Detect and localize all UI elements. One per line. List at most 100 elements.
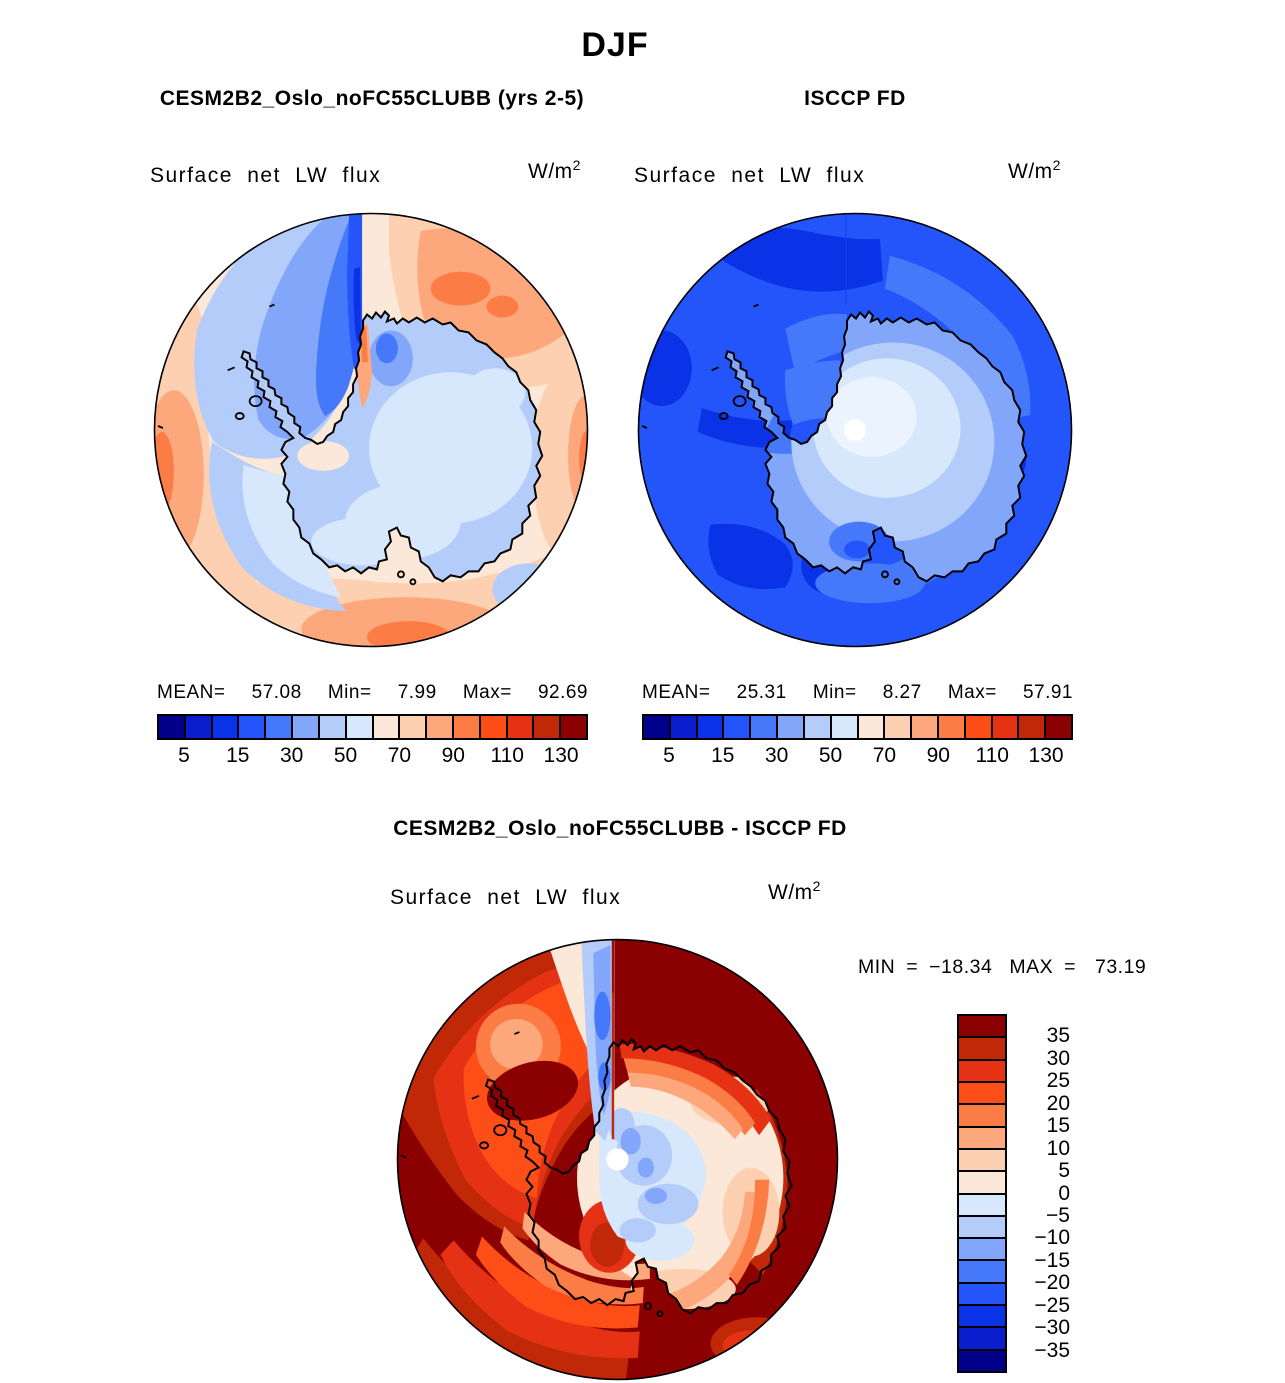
colorbar-cell	[212, 716, 240, 738]
diff-units-label: W/m2	[768, 878, 821, 905]
colorbar-tick-label: 20	[1046, 1091, 1070, 1115]
colorbar-cell	[858, 716, 886, 738]
colorbar-cell	[959, 1328, 1005, 1351]
right-mean-value: 25.31	[736, 682, 787, 703]
colorbar-tick-label: 90	[926, 744, 950, 767]
colorbar-cell	[670, 716, 698, 738]
diff-colorbar-ticks: 35 30 25 20 15 10 5 0 −5 −10 −15 −20 −25 −30 −35	[1012, 1014, 1070, 1373]
colorbar-cell	[959, 1216, 1005, 1240]
right-units-exp: 2	[1052, 157, 1061, 173]
left-colorbar	[157, 714, 588, 740]
map-diff-outline	[396, 938, 839, 1381]
right-min-label: Min=	[812, 682, 857, 703]
left-colorbar-wrap: 5 15 30 50 70 90 110 130	[157, 714, 588, 774]
colorbar-cell	[959, 1172, 1005, 1195]
right-panel-title: ISCCP FD	[804, 87, 906, 110]
diff-units-base: W/m	[768, 881, 813, 904]
left-units-exp: 2	[572, 157, 581, 173]
colorbar-cell	[938, 716, 966, 738]
left-mean-label: MEAN=	[157, 682, 226, 703]
colorbar-cell	[1019, 716, 1047, 738]
right-colorbar-ticks: 5 15 30 50 70 90 110 130	[642, 744, 1073, 774]
colorbar-cell	[346, 716, 374, 738]
left-units-base: W/m	[528, 160, 573, 183]
colorbar-tick-label: 50	[333, 744, 358, 767]
diff-stats: MIN = −18.34 MAX = 73.19	[858, 956, 1146, 979]
colorbar-cell	[959, 1350, 1005, 1371]
colorbar-cell	[959, 1060, 1005, 1083]
left-max-value: 92.69	[537, 682, 588, 703]
left-max-label: Max=	[462, 682, 512, 703]
diff-min-value: −18.34	[929, 956, 993, 978]
diff-units-exp: 2	[812, 878, 821, 894]
right-colorbar	[642, 714, 1073, 740]
diff-field-label: Surface net LW flux	[390, 886, 622, 909]
right-units-base: W/m	[1008, 160, 1053, 183]
colorbar-cell	[959, 1082, 1005, 1106]
colorbar-cell	[959, 1038, 1005, 1061]
right-units-label: W/m2	[1008, 157, 1061, 184]
colorbar-cell	[751, 716, 779, 738]
colorbar-cell	[534, 716, 562, 738]
colorbar-tick-label: 5	[1058, 1159, 1070, 1183]
colorbar-tick-label: 30	[280, 744, 304, 767]
left-panel-title: CESM2B2_Oslo_noFC55CLUBB (yrs 2-5)	[159, 87, 585, 110]
right-colorbar-wrap: 5 15 30 50 70 90 110 130	[642, 714, 1073, 774]
left-mean-value: 57.08	[251, 682, 302, 703]
right-field-label: Surface net LW flux	[634, 164, 866, 187]
colorbar-tick-label: 130	[1028, 744, 1064, 767]
colorbar-cell	[959, 1105, 1005, 1128]
colorbar-cell	[778, 716, 805, 738]
colorbar-cell	[561, 716, 586, 738]
colorbar-cell	[644, 716, 671, 738]
colorbar-cell	[724, 716, 752, 738]
colorbar-tick-label: −30	[1034, 1316, 1070, 1340]
colorbar-cell	[480, 716, 508, 738]
colorbar-tick-label: 15	[1046, 1114, 1070, 1138]
colorbar-cell	[912, 716, 939, 738]
colorbar-cell	[697, 716, 725, 738]
colorbar-tick-label: −10	[1034, 1226, 1070, 1250]
diff-max-value: 73.19	[1094, 956, 1147, 978]
map-obs	[637, 212, 1073, 648]
colorbar-tick-label: 50	[818, 744, 843, 767]
colorbar-cell	[373, 716, 401, 738]
colorbar-cell	[293, 716, 320, 738]
colorbar-tick-label: 70	[387, 744, 412, 767]
diff-panel-title: CESM2B2_Oslo_noFC55CLUBB - ISCCP FD	[393, 817, 847, 840]
colorbar-tick-label: 25	[1046, 1069, 1070, 1093]
colorbar-tick-label: 15	[711, 744, 735, 767]
colorbar-cell	[992, 716, 1020, 738]
colorbar-tick-label: 5	[663, 744, 675, 767]
map-model-outline	[153, 212, 589, 648]
colorbar-cell	[965, 716, 993, 738]
diff-max-eq: =	[1064, 956, 1076, 978]
colorbar-cell	[427, 716, 454, 738]
diff-colorbar	[957, 1014, 1007, 1373]
right-max-value: 57.91	[1022, 682, 1073, 703]
colorbar-tick-label: −20	[1034, 1271, 1070, 1295]
right-max-label: Max=	[947, 682, 997, 703]
colorbar-cell	[959, 1016, 1005, 1039]
colorbar-tick-label: −15	[1034, 1248, 1070, 1272]
colorbar-cell	[185, 716, 213, 738]
pole-dot	[606, 1148, 629, 1171]
colorbar-cell	[239, 716, 267, 738]
colorbar-cell	[959, 1306, 1005, 1329]
colorbar-tick-label: 5	[178, 744, 190, 767]
colorbar-cell	[959, 1261, 1005, 1284]
colorbar-tick-label: 15	[226, 744, 250, 767]
right-mean-label: MEAN=	[642, 682, 711, 703]
map-model	[153, 212, 589, 648]
colorbar-tick-label: −35	[1034, 1338, 1070, 1362]
left-stats: MEAN= 57.08 Min= 7.99 Max= 92.69	[157, 682, 588, 704]
colorbar-tick-label: 30	[765, 744, 789, 767]
page-title: DJF	[581, 26, 649, 64]
colorbar-tick-label: 10	[1046, 1136, 1070, 1160]
colorbar-tick-label: 35	[1046, 1024, 1070, 1048]
left-units-label: W/m2	[528, 157, 581, 184]
colorbar-tick-label: 30	[1046, 1046, 1070, 1070]
colorbar-tick-label: 70	[872, 744, 897, 767]
colorbar-cell	[885, 716, 913, 738]
colorbar-cell	[453, 716, 481, 738]
